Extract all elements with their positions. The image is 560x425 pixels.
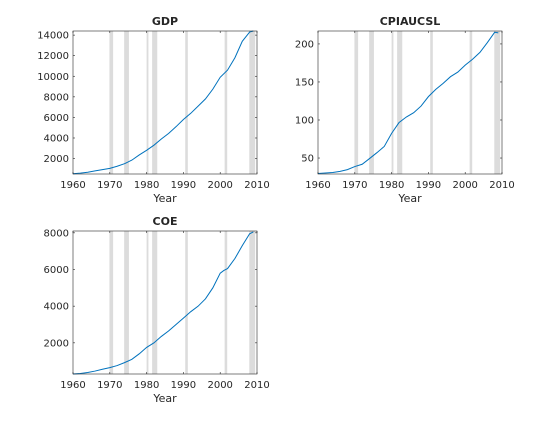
- gdp-recession-band-4: [185, 31, 188, 174]
- gdp-recession-band-2: [146, 31, 149, 174]
- coe-xlabel: Year: [152, 392, 177, 405]
- coe-xtick-label-2000: 2000: [207, 380, 232, 391]
- gdp-series-line-0: [72, 30, 254, 175]
- cpiaucsl-plot-area: [318, 31, 502, 174]
- coe-recession-band-1: [124, 231, 129, 374]
- gdp-axes-box: [72, 30, 258, 175]
- gdp-xtick-label-1960: 1960: [60, 180, 85, 191]
- gdp-recession-band-5: [224, 31, 228, 174]
- coe-ytick-label-6000: 6000: [44, 265, 69, 276]
- gdp-recession-band-0: [109, 31, 114, 174]
- cpiaucsl-xtick-label-1970: 1970: [342, 180, 367, 191]
- coe-recession-band-5: [224, 231, 228, 374]
- cpiaucsl-ytick-label-100: 100: [295, 115, 314, 126]
- gdp-xtick-label-2000: 2000: [207, 180, 232, 191]
- gdp-xlabel: Year: [152, 192, 177, 205]
- cpiaucsl-recession-band-6: [494, 31, 501, 174]
- gdp-ytick-label-6000: 6000: [44, 113, 69, 124]
- cpiaucsl-xtick-label-1960: 1960: [305, 180, 330, 191]
- cpiaucsl-ytick-label-150: 150: [295, 77, 314, 88]
- cpiaucsl-xtick-label-1980: 1980: [379, 180, 404, 191]
- coe-ytick-label-8000: 8000: [44, 228, 69, 239]
- coe-recession-band-3: [152, 231, 158, 374]
- coe-xtick-label-1990: 1990: [171, 380, 196, 391]
- coe-plot-area: [73, 231, 257, 374]
- coe-recession-band-4: [185, 231, 188, 374]
- subplot-gdp: 1960 1970 1980 1990 2000 2010 2000 4000 6000 8000…: [37, 15, 270, 205]
- cpiaucsl-recession-band-1: [369, 31, 374, 174]
- cpiaucsl-recession-band-2: [391, 31, 394, 174]
- coe-xtick-label-1980: 1980: [134, 380, 159, 391]
- cpiaucsl-title: CPIAUCSL: [380, 15, 441, 28]
- cpiaucsl-recession-band-4: [430, 31, 433, 174]
- cpiaucsl-ytick-label-50: 50: [301, 154, 314, 165]
- gdp-ytick-label-4000: 4000: [44, 133, 69, 144]
- gdp-xtick-label-1970: 1970: [97, 180, 122, 191]
- coe-axes-box: [72, 230, 258, 375]
- cpiaucsl-recession-band-3: [397, 31, 403, 174]
- cpiaucsl-xtick-label-1990: 1990: [416, 180, 441, 191]
- cpiaucsl-xtick-label-2010: 2010: [489, 180, 514, 191]
- cpiaucsl-axes-box: [317, 30, 503, 175]
- coe-xtick-label-1960: 1960: [60, 380, 85, 391]
- coe-title: COE: [153, 215, 178, 228]
- gdp-ytick-label-8000: 8000: [44, 92, 69, 103]
- gdp-xtick-label-1990: 1990: [171, 180, 196, 191]
- cpiaucsl-ytick-label-200: 200: [295, 39, 314, 50]
- cpiaucsl-recession-band-0: [354, 31, 359, 174]
- subplot-cpiaucsl: 1960 1970 1980 1990 2000 2010 50 100 150 200 CPIAU…: [295, 15, 515, 205]
- coe-xtick-label-2010: 2010: [244, 380, 269, 391]
- coe-recession-band-0: [109, 231, 114, 374]
- coe-series-line-0: [72, 231, 254, 375]
- gdp-ytick-label-12000: 12000: [37, 51, 69, 62]
- coe-ytick-label-2000: 2000: [44, 338, 69, 349]
- gdp-xtick-label-2010: 2010: [244, 180, 269, 191]
- gdp-recession-band-6: [249, 31, 256, 174]
- coe-xtick-label-1970: 1970: [97, 380, 122, 391]
- coe-ytick-label-4000: 4000: [44, 302, 69, 313]
- subplot-coe: 1960 1970 1980 1990 2000 2010 2000 4000 6000 8000…: [44, 215, 270, 405]
- cpiaucsl-xlabel: Year: [397, 192, 422, 205]
- gdp-plot-area: [73, 31, 257, 174]
- cpiaucsl-recession-band-5: [469, 31, 473, 174]
- gdp-ytick-label-2000: 2000: [44, 154, 69, 165]
- gdp-recession-band-1: [124, 31, 129, 174]
- coe-recession-band-2: [146, 231, 149, 374]
- gdp-recession-band-3: [152, 31, 158, 174]
- gdp-xtick-label-1980: 1980: [134, 180, 159, 191]
- gdp-ytick-label-14000: 14000: [37, 31, 69, 42]
- gdp-ytick-label-10000: 10000: [37, 72, 69, 83]
- cpiaucsl-series-line-0: [317, 31, 499, 175]
- coe-recession-band-6: [249, 231, 256, 374]
- gdp-title: GDP: [152, 15, 178, 28]
- cpiaucsl-xtick-label-2000: 2000: [452, 180, 477, 191]
